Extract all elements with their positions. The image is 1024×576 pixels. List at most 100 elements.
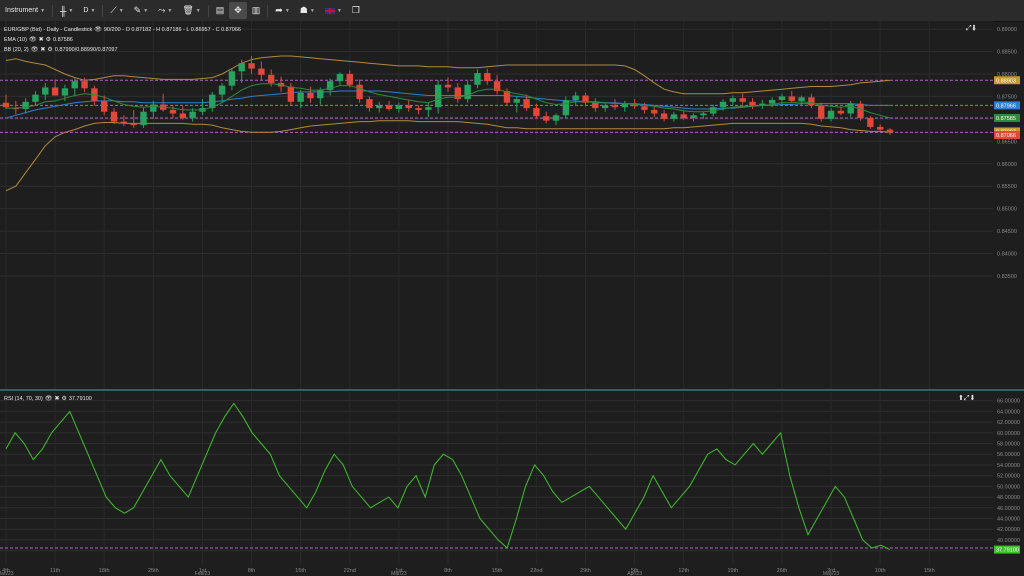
candle-body bbox=[739, 98, 746, 102]
chart-type-button[interactable]: ╫ ▼ bbox=[55, 2, 78, 19]
candle bbox=[837, 107, 845, 116]
candle bbox=[140, 108, 147, 128]
x-tick-label: 25th bbox=[148, 568, 159, 574]
candle-body bbox=[621, 103, 628, 108]
price-label: 0.87066 bbox=[994, 131, 1020, 140]
period-label: D bbox=[83, 7, 89, 14]
candle-body bbox=[248, 63, 255, 69]
candle-body bbox=[110, 111, 118, 122]
chevron-down-icon: ▼ bbox=[90, 7, 96, 14]
candle bbox=[523, 94, 530, 111]
indicators-button[interactable]: ⤳ ▼ bbox=[153, 2, 177, 19]
eye-icon[interactable]: 👁 bbox=[30, 47, 39, 53]
maximize-icon[interactable]: ⤢ bbox=[966, 25, 972, 32]
x-month-label: Apr/23 bbox=[627, 571, 642, 576]
candle-body bbox=[729, 98, 737, 102]
x-tick-label: 15th bbox=[492, 568, 503, 574]
candle-body bbox=[42, 87, 49, 95]
close-icon[interactable]: ✖ bbox=[54, 396, 60, 402]
rsi-y-tick-label: 46.00000 bbox=[997, 506, 1020, 512]
arrow-down-icon[interactable]: ⬇ bbox=[971, 25, 976, 32]
x-tick-label: 10th bbox=[875, 568, 886, 574]
arrow-down-icon[interactable]: ⬇ bbox=[969, 395, 976, 402]
candle bbox=[621, 100, 628, 112]
price-label-box bbox=[994, 101, 1020, 110]
price-label-text: 0.87066 bbox=[996, 133, 1016, 139]
pencil-tool-button[interactable]: ✎ ▼ bbox=[129, 2, 154, 19]
ema-legend-value: 0.87586 bbox=[52, 36, 73, 43]
x-tick-label: 3rd bbox=[827, 568, 835, 574]
candle bbox=[395, 102, 403, 113]
eye-icon[interactable]: 👁 bbox=[44, 396, 53, 402]
chevron-down-icon: ▼ bbox=[309, 7, 315, 14]
gear-icon[interactable]: ⚙ bbox=[47, 47, 53, 53]
candle bbox=[307, 86, 314, 103]
rsi-y-tick-label: 54.00000 bbox=[997, 463, 1020, 469]
candle bbox=[867, 116, 874, 129]
candle-body bbox=[484, 73, 491, 82]
chevron-down-icon: ▼ bbox=[336, 7, 342, 14]
maximize-icon[interactable]: ⤢ bbox=[963, 395, 970, 402]
toolbar-divider bbox=[267, 4, 269, 17]
candle-body bbox=[719, 101, 727, 108]
period-selector[interactable]: D ▼ bbox=[78, 2, 100, 19]
eye-icon[interactable]: 👁 bbox=[94, 27, 102, 33]
gear-icon[interactable]: ⚙ bbox=[45, 37, 51, 43]
arrow-up-icon[interactable]: ⬆ bbox=[958, 395, 964, 402]
candle-body bbox=[798, 97, 805, 101]
candle-body bbox=[474, 73, 481, 85]
candle-body bbox=[768, 100, 776, 104]
price-label: 0.87966 bbox=[994, 101, 1020, 110]
bars-icon: ▥ bbox=[251, 5, 261, 15]
candle bbox=[572, 91, 579, 106]
ema-polyline bbox=[6, 83, 891, 119]
candle-body bbox=[425, 107, 432, 110]
close-icon[interactable]: ✖ bbox=[40, 47, 46, 53]
candle bbox=[847, 100, 854, 118]
candle bbox=[641, 102, 648, 114]
share-button[interactable]: ➦ ▼ bbox=[270, 2, 295, 19]
candle bbox=[22, 98, 29, 114]
price-label-box bbox=[994, 113, 1020, 122]
bar-style-button[interactable]: ▥ bbox=[247, 2, 266, 19]
candle bbox=[434, 80, 442, 114]
main-legend-ohlc: 90/200 - O 0.87182 - H 0.87186 - L 0.869… bbox=[103, 26, 241, 33]
gear-icon[interactable]: ⚙ bbox=[61, 396, 67, 402]
candle-body bbox=[503, 91, 511, 103]
popout-button[interactable]: ❐ bbox=[347, 2, 365, 19]
candle-body bbox=[827, 110, 835, 119]
candle-body bbox=[700, 113, 707, 116]
candle-body bbox=[886, 129, 894, 133]
bb-legend: BB (20, 2) 👁 ✖ ⚙ 0.87990/0.88990/0.87097 bbox=[4, 46, 118, 54]
close-icon[interactable]: ✖ bbox=[38, 37, 44, 43]
candle-body bbox=[130, 123, 137, 126]
candle bbox=[690, 113, 697, 122]
delete-button[interactable]: 🗑 ▼ bbox=[177, 2, 205, 19]
candle-body bbox=[513, 99, 520, 103]
candle-body bbox=[140, 111, 147, 126]
main-legend-title: EUR/GBP (Bid) - Daily - Candlestick bbox=[4, 26, 93, 33]
candle bbox=[2, 94, 10, 109]
candle bbox=[238, 59, 245, 83]
candle bbox=[415, 105, 422, 115]
rsi-value-label-text: 37.79100 bbox=[996, 548, 1019, 554]
rsi-value-label-box bbox=[994, 545, 1020, 554]
chart-area[interactable]: 0.890000.885000.880000.875000.870000.865… bbox=[0, 21, 1024, 576]
layout-button[interactable]: ▤ bbox=[211, 2, 230, 19]
language-button[interactable]: ▼ bbox=[320, 2, 347, 19]
drawing-tools-button[interactable]: ⟋ ▼ bbox=[105, 2, 128, 19]
candle-body bbox=[120, 121, 128, 124]
theme-button[interactable]: ☗ ▼ bbox=[295, 2, 320, 19]
instrument-selector[interactable]: Instrument ▼ bbox=[0, 2, 50, 19]
bb-upper-line bbox=[5, 55, 891, 95]
x-tick-label: 19th bbox=[727, 568, 738, 574]
y-tick-label: 0.88500 bbox=[997, 50, 1017, 56]
candle bbox=[513, 96, 520, 113]
eye-icon[interactable]: 👁 bbox=[28, 37, 37, 43]
y-tick-label: 0.84500 bbox=[997, 229, 1017, 235]
crosshair-button[interactable]: ✥ bbox=[229, 2, 247, 19]
candle bbox=[788, 91, 795, 103]
candle bbox=[228, 68, 236, 91]
candle-body bbox=[169, 109, 177, 114]
candle bbox=[857, 100, 864, 121]
